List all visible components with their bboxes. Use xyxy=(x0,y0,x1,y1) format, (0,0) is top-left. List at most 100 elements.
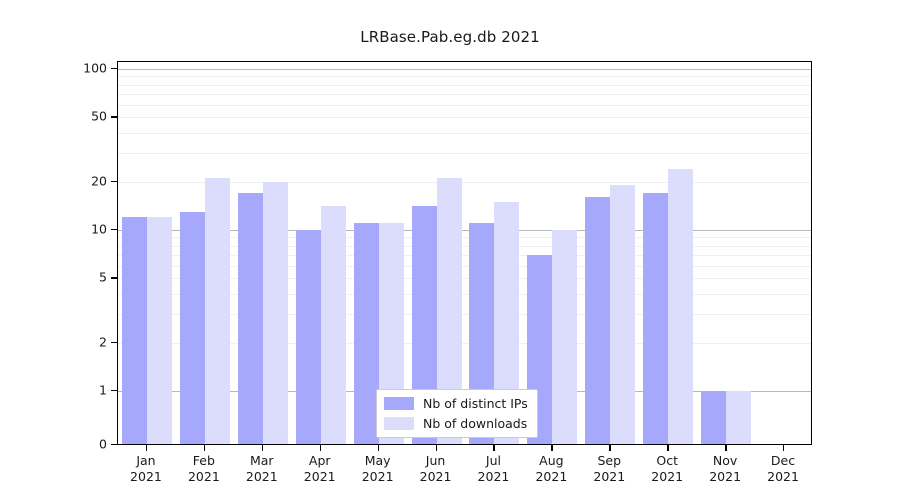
gridline-minor xyxy=(118,254,811,256)
y-axis-tick-label: 10 xyxy=(91,221,107,237)
y-axis-tick-mark xyxy=(111,390,117,392)
gridline-minor xyxy=(118,84,811,86)
x-axis-tick-label-line: Dec xyxy=(770,453,796,468)
x-axis-tick-mark xyxy=(783,445,785,451)
x-axis-tick-label-line: 2021 xyxy=(130,469,162,484)
y-axis-tick-label: 1 xyxy=(99,382,107,398)
y-axis-tick-mark xyxy=(111,68,117,70)
x-axis-tick-label-line: Jul xyxy=(485,453,501,468)
x-axis-tick-label-line: Aug xyxy=(539,453,564,468)
x-axis-tick-mark xyxy=(551,445,553,451)
x-axis-tick-label-line: Sep xyxy=(597,453,622,468)
y-axis-tick-mark xyxy=(111,341,117,343)
gridline-minor xyxy=(118,133,811,135)
gridline-minor xyxy=(118,237,811,239)
x-axis-tick-label-line: Mar xyxy=(249,453,274,468)
x-axis-tick-mark xyxy=(261,445,264,451)
x-axis-tick-label-line: 2021 xyxy=(477,469,510,484)
gridline-minor xyxy=(118,181,811,183)
bar xyxy=(552,230,578,444)
gridline-minor xyxy=(118,245,811,247)
y-axis-tick-label: 50 xyxy=(91,108,107,124)
plot-area xyxy=(117,61,812,445)
x-axis-tick-mark xyxy=(145,445,148,451)
x-axis-tick-label-line: Jan xyxy=(136,453,156,468)
x-axis-tick-label-line: 2021 xyxy=(303,469,336,484)
x-axis-tick-label-line: 2021 xyxy=(651,469,684,484)
gridline-minor xyxy=(118,265,811,267)
x-axis-tick-label-line: 2021 xyxy=(767,469,799,484)
bar xyxy=(237,192,263,444)
legend-item-distinct-ips: Nb of distinct IPs xyxy=(384,395,528,412)
bar xyxy=(610,185,636,444)
x-axis-tick-mark xyxy=(319,445,322,451)
gridline-minor xyxy=(118,153,811,155)
y-axis-tick-label: 2 xyxy=(99,334,107,350)
x-axis-tick-mark xyxy=(725,445,727,451)
x-axis-tick-label: Sep 2021 xyxy=(569,453,649,485)
bar xyxy=(585,197,611,444)
x-axis-tick-label-line: Feb xyxy=(192,453,215,468)
y-axis-tick-label: 20 xyxy=(91,173,107,189)
y-axis-tick-label: 100 xyxy=(83,60,107,76)
x-axis-tick-label-line: Apr xyxy=(308,453,331,468)
legend-swatch-distinct-ips xyxy=(384,397,414,410)
gridline-minor xyxy=(118,294,811,296)
gridline-minor xyxy=(118,93,811,95)
gridline-minor xyxy=(118,278,811,280)
chart-title: LRBase.Pab.eg.db 2021 xyxy=(360,28,540,46)
x-axis-tick-label: Feb 2021 xyxy=(164,453,244,485)
gridline-minor xyxy=(118,342,811,344)
bar xyxy=(121,217,147,444)
x-axis-tick-label: Jun 2021 xyxy=(396,453,476,485)
y-axis-tick-label: 5 xyxy=(99,269,107,285)
gridline-minor xyxy=(118,76,811,78)
x-axis-tick-label-line: Nov xyxy=(712,453,738,468)
bar xyxy=(262,181,288,444)
bar xyxy=(726,391,752,444)
legend-item-downloads: Nb of downloads xyxy=(384,415,528,432)
x-axis-tick-label: Dec 2021 xyxy=(743,453,823,485)
x-axis-tick-label-line: 2021 xyxy=(593,469,626,484)
bar xyxy=(295,230,321,444)
x-axis-tick-label-line: 2021 xyxy=(535,469,568,484)
x-axis-tick-label: Oct 2021 xyxy=(627,453,707,485)
x-axis-tick-label: Apr 2021 xyxy=(280,453,360,485)
x-axis-tick-label-line: 2021 xyxy=(187,469,220,484)
x-axis-tick-mark xyxy=(377,445,380,451)
bar xyxy=(668,168,694,444)
x-axis-tick-label: May 2021 xyxy=(338,453,418,485)
gridline-minor xyxy=(118,117,811,119)
bar xyxy=(353,223,379,444)
y-axis-tick-mark xyxy=(111,116,117,118)
y-axis-tick-mark xyxy=(111,444,117,446)
y-axis-tick-mark xyxy=(111,277,117,279)
y-axis-tick-mark xyxy=(111,229,117,231)
chart-legend: Nb of distinct IPs Nb of downloads xyxy=(376,389,538,438)
gridline-major xyxy=(118,69,811,70)
legend-label-distinct-ips: Nb of distinct IPs xyxy=(423,396,528,411)
x-axis-tick-label-line: 2021 xyxy=(709,469,742,484)
gridline-minor xyxy=(118,314,811,316)
x-axis-tick-mark xyxy=(435,445,437,451)
x-axis-tick-mark xyxy=(609,445,611,451)
bar xyxy=(320,206,346,444)
x-axis-tick-label-line: 2021 xyxy=(245,469,278,484)
x-axis-tick-mark xyxy=(493,445,495,451)
x-axis-tick-mark xyxy=(203,445,206,451)
gridline-major xyxy=(118,230,811,231)
gridline-minor xyxy=(118,104,811,106)
x-axis-tick-label-line: 2021 xyxy=(419,469,452,484)
x-axis-tick-label: Mar 2021 xyxy=(222,453,302,485)
x-axis-tick-mark xyxy=(667,445,669,451)
y-axis-tick-labels: 0 1 2 5 10 20 50 100 xyxy=(62,60,107,452)
x-axis-tick-label: Jan 2021 xyxy=(106,453,186,485)
x-axis-tick-label: Aug 2021 xyxy=(511,453,591,485)
legend-label-downloads: Nb of downloads xyxy=(423,416,528,431)
legend-swatch-downloads xyxy=(384,417,414,430)
y-axis-tick-mark xyxy=(111,180,117,182)
y-axis-tick-label: 0 xyxy=(99,436,107,452)
bar xyxy=(146,217,172,444)
x-axis-tick-label-line: Oct xyxy=(656,453,679,468)
